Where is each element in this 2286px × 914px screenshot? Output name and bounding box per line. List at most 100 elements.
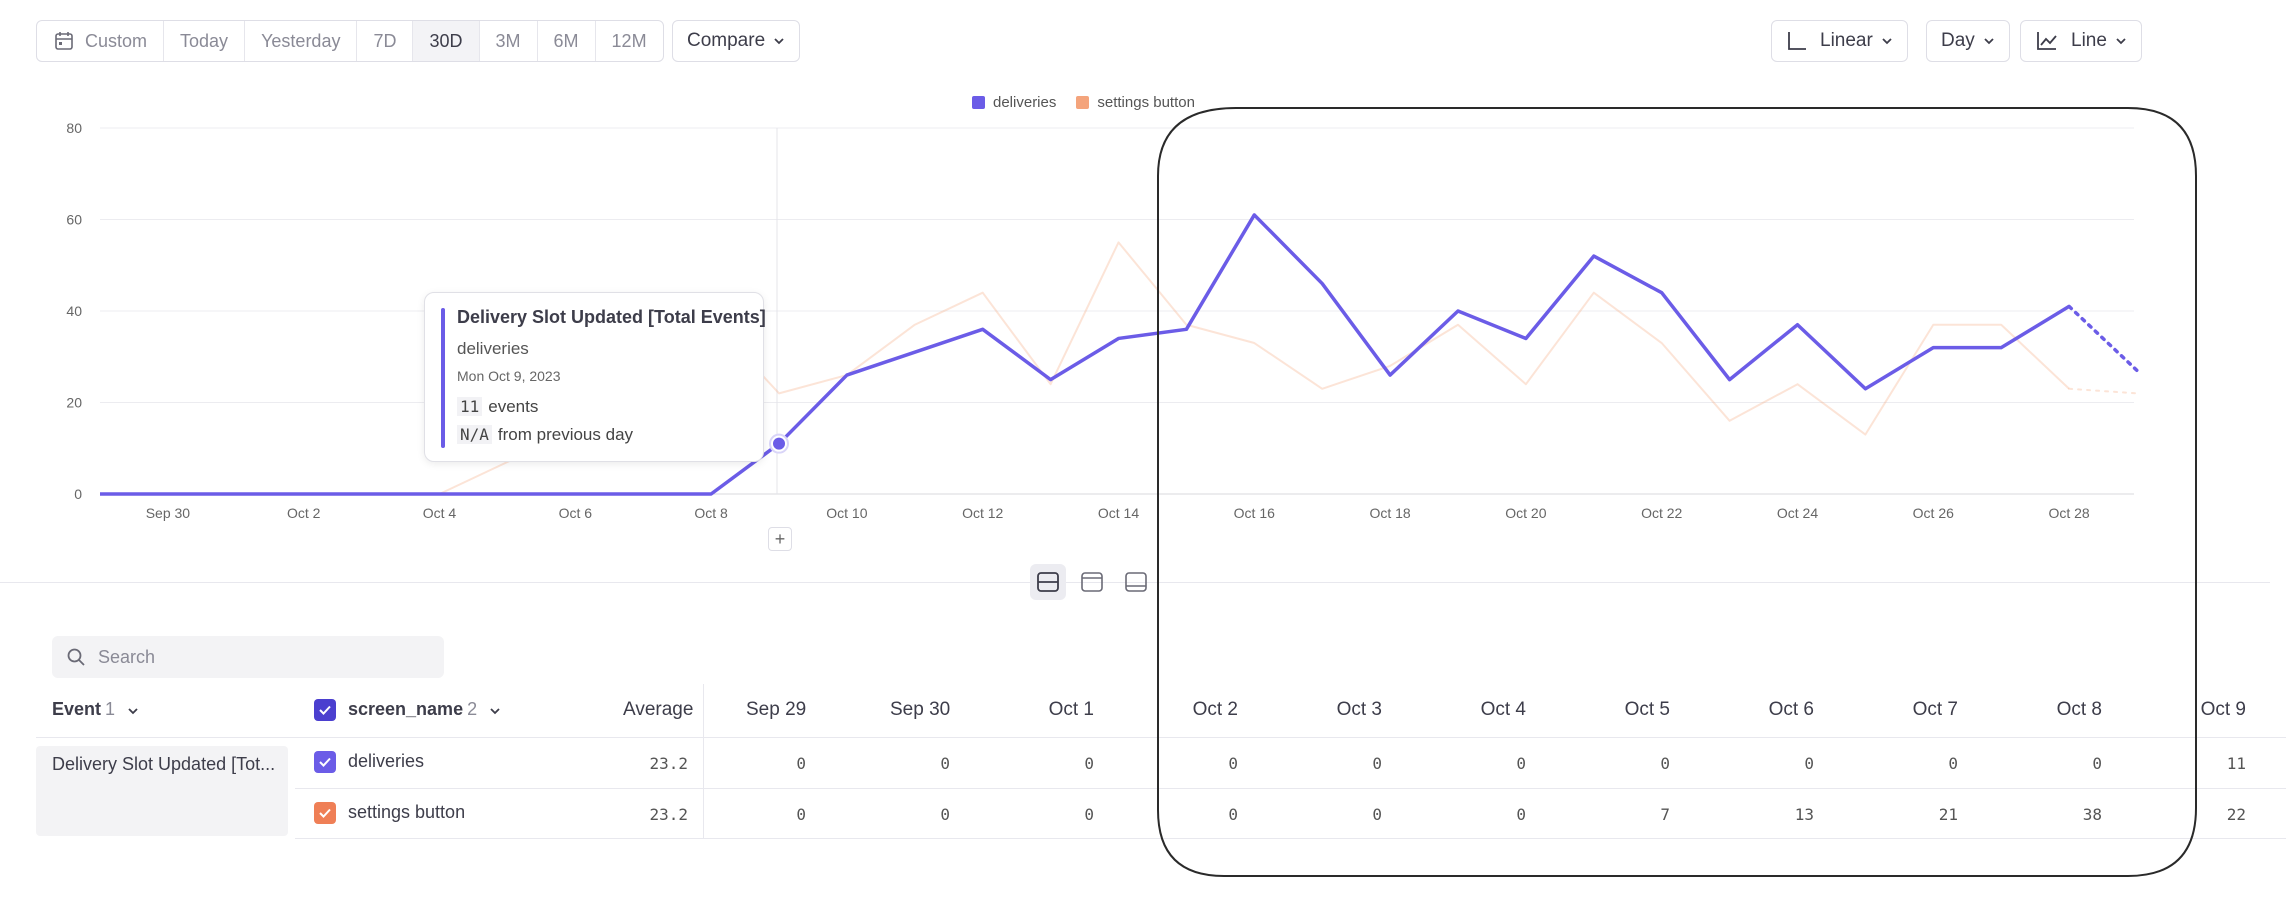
date-range-custom[interactable]: Custom — [37, 21, 165, 61]
date-column-header[interactable]: Oct 2 — [1192, 699, 1238, 720]
chart-legend: deliveries settings button — [972, 94, 1215, 111]
interval-button[interactable]: Day — [1926, 20, 2010, 62]
table-cell: 11 — [2226, 754, 2246, 773]
y-tick-label: 40 — [66, 303, 82, 319]
x-tick-label: Oct 18 — [1369, 505, 1410, 521]
table-cell: 0 — [1228, 805, 1238, 824]
tooltip-title: Delivery Slot Updated [Total Events] — [457, 307, 766, 327]
axis-icon — [1786, 30, 1808, 52]
layout-table-icon[interactable] — [1118, 564, 1154, 600]
row-label: deliveries — [348, 751, 425, 771]
table-cell: 21 — [1938, 805, 1958, 824]
table-cell: 38 — [2082, 805, 2102, 824]
table-cell: 0 — [1516, 805, 1526, 824]
y-tick-label: 60 — [66, 212, 82, 228]
date-range-yesterday[interactable]: Yesterday — [245, 21, 358, 61]
table-cell: 7 — [1660, 805, 1670, 824]
date-range-label: 30D — [429, 30, 463, 51]
average-header[interactable]: Average — [623, 699, 694, 720]
column-divider — [703, 684, 704, 839]
hover-marker — [773, 437, 785, 450]
date-range-6m[interactable]: 6M — [538, 21, 596, 61]
table-cell: 0 — [940, 805, 950, 824]
row-checkbox[interactable] — [314, 751, 336, 773]
x-tick-label: Oct 10 — [826, 505, 867, 521]
event-cell — [36, 746, 288, 836]
date-column-header[interactable]: Oct 1 — [1048, 699, 1094, 720]
x-tick-label: Oct 12 — [962, 505, 1003, 521]
date-column-header[interactable]: Oct 4 — [1480, 699, 1526, 720]
compare-button[interactable]: Compare — [672, 20, 801, 62]
table-cell: 0 — [1372, 754, 1382, 773]
tooltip-value-row: 11 events — [457, 397, 538, 417]
select-all-checkbox[interactable] — [314, 699, 336, 721]
y-tick-label: 20 — [66, 395, 82, 411]
table-cell: 0 — [1948, 754, 1958, 773]
date-range-today[interactable]: Today — [164, 21, 246, 61]
date-column-header[interactable]: Sep 30 — [890, 699, 951, 720]
chevron-down-icon — [2115, 37, 2127, 45]
table-cell: 0 — [1804, 754, 1814, 773]
legend-label: settings button — [1097, 94, 1195, 111]
tooltip-date: Mon Oct 9, 2023 — [457, 368, 561, 384]
table-cell: 13 — [1794, 805, 1814, 824]
scale-label: Linear — [1820, 30, 1873, 51]
date-range-30d[interactable]: 30D — [413, 21, 480, 61]
x-tick-label: Oct 8 — [694, 505, 728, 521]
layout-chart-icon[interactable] — [1074, 564, 1110, 600]
table-cell: 0 — [2092, 754, 2102, 773]
chart-type-label: Line — [2071, 30, 2107, 51]
row-checkbox[interactable] — [314, 802, 336, 824]
section-divider — [0, 582, 2270, 583]
x-tick-label: Oct 16 — [1234, 505, 1275, 521]
date-range-12m[interactable]: 12M — [596, 21, 663, 61]
event-header[interactable]: Event 1 — [52, 699, 139, 720]
date-range-label: 12M — [611, 30, 647, 51]
tooltip-change-suffix: from previous day — [497, 425, 634, 444]
event-header-label: Event — [52, 699, 102, 719]
chart-tooltip: Delivery Slot Updated [Total Events] del… — [424, 292, 766, 462]
chart-type-button[interactable]: Line — [2020, 20, 2142, 62]
tooltip-change-row: N/A from previous day — [457, 425, 633, 445]
table-cell: 0 — [940, 754, 950, 773]
date-column-header[interactable]: Oct 9 — [2200, 699, 2246, 720]
search-input[interactable] — [98, 646, 418, 668]
x-tick-label: Oct 28 — [2048, 505, 2089, 521]
layout-split-icon[interactable] — [1030, 564, 1066, 600]
date-column-header[interactable]: Oct 5 — [1624, 699, 1670, 720]
date-column-header[interactable]: Oct 7 — [1912, 699, 1958, 720]
y-tick-label: 80 — [66, 120, 82, 136]
x-tick-label: Oct 14 — [1098, 505, 1139, 521]
table-search — [52, 636, 444, 678]
date-range-7d[interactable]: 7D — [357, 21, 414, 61]
add-annotation-button[interactable]: + — [768, 527, 792, 551]
legend-item[interactable]: settings button — [1076, 94, 1195, 111]
date-column-header[interactable]: Sep 29 — [746, 699, 807, 720]
tooltip-series: deliveries — [457, 339, 529, 358]
table-cell: 0 — [1084, 805, 1094, 824]
breakdown-header-label: screen_name — [348, 699, 464, 719]
y-tick-label: 0 — [74, 486, 82, 502]
table-cell: 0 — [1372, 805, 1382, 824]
table-cell: 0 — [1084, 754, 1094, 773]
calendar-icon — [53, 30, 75, 52]
breakdown-header[interactable]: screen_name 2 — [348, 699, 501, 720]
tooltip-value: 11 — [457, 397, 483, 416]
search-icon — [66, 647, 86, 667]
row-divider — [295, 788, 2286, 789]
compare-label: Compare — [687, 30, 766, 51]
scale-button[interactable]: Linear — [1771, 20, 1908, 62]
date-column-header[interactable]: Oct 8 — [2056, 699, 2102, 720]
row-average: 23.2 — [649, 805, 688, 824]
chevron-down-icon — [1983, 37, 1995, 45]
date-column-header[interactable]: Oct 6 — [1768, 699, 1814, 720]
legend-item[interactable]: deliveries — [972, 94, 1056, 111]
date-range-selector: Custom Today Yesterday 7D 30D 3M 6M 12M — [36, 20, 664, 62]
date-range-3m[interactable]: 3M — [480, 21, 538, 61]
chevron-down-icon — [127, 707, 139, 715]
x-tick-label: Oct 26 — [1913, 505, 1954, 521]
date-column-header[interactable]: Oct 3 — [1336, 699, 1382, 720]
event-name[interactable]: Delivery Slot Updated [Tot... — [52, 754, 276, 774]
legend-swatch — [972, 96, 985, 109]
